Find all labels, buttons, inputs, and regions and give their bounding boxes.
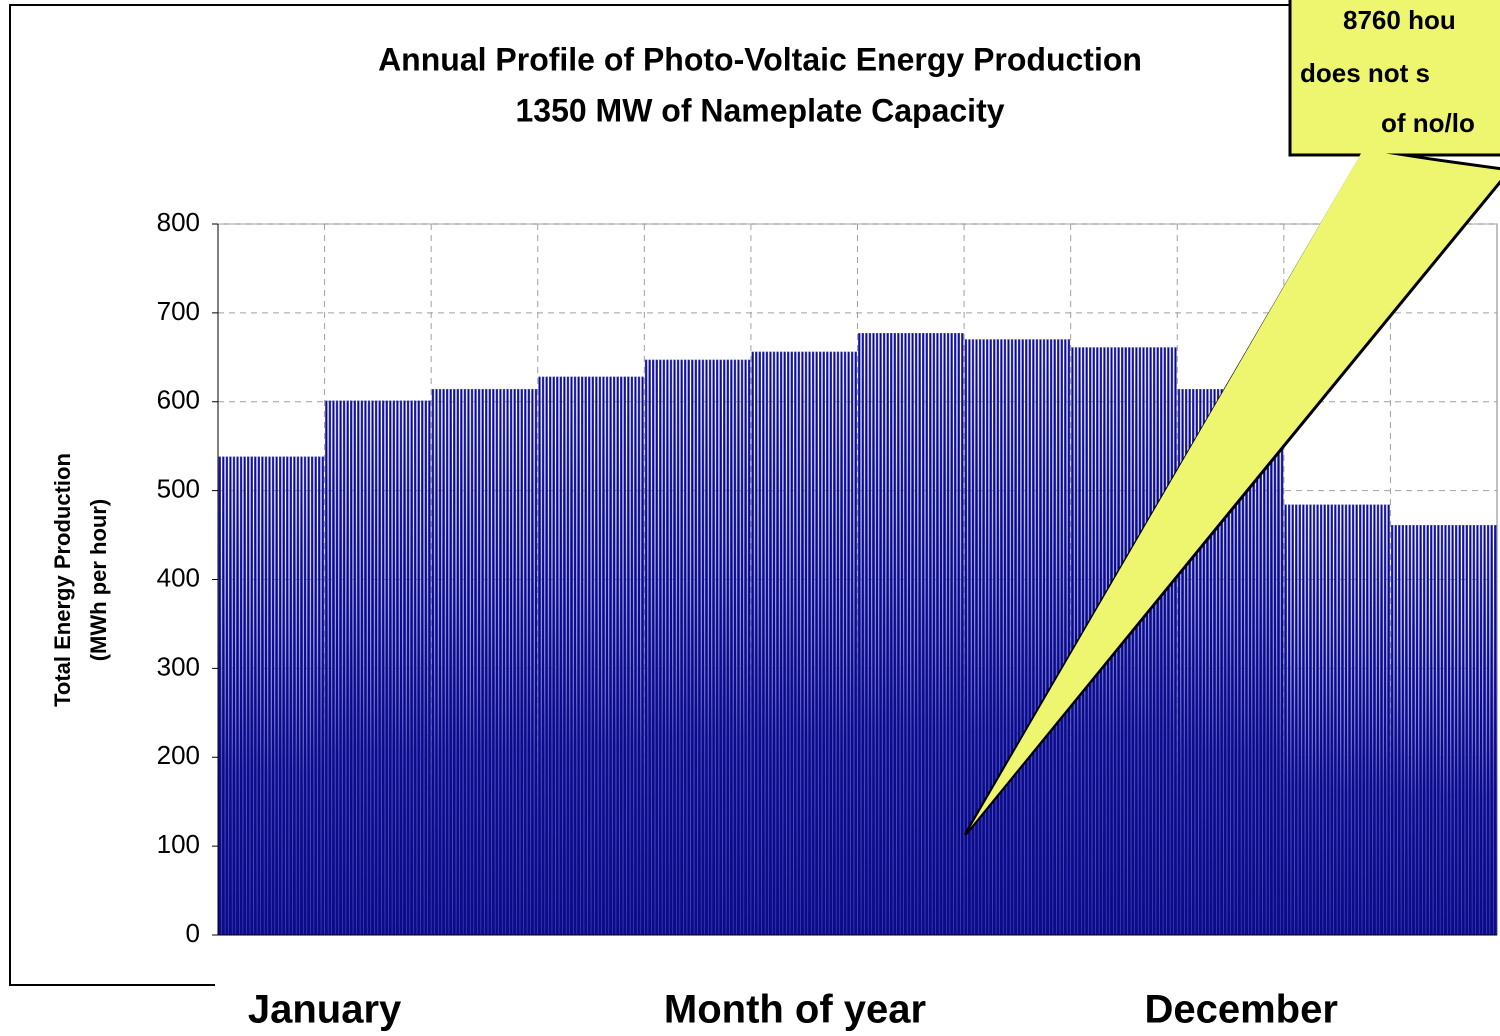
y-axis-title: Total Energy Production (MWh per hour)	[50, 453, 111, 707]
callout: 8760 hou does not s of no/lo	[963, 0, 1500, 836]
monthly-production	[217, 456, 325, 936]
y-tick-label: 500	[157, 474, 200, 504]
x-tick-label: December	[1144, 988, 1337, 1032]
monthly-production	[537, 376, 645, 936]
callout-text: 8760 hou	[1343, 5, 1456, 35]
y-tick-label: 700	[157, 296, 200, 326]
y-tick-label: 100	[157, 829, 200, 859]
x-axis-title: Month of year	[664, 988, 926, 1032]
monthly-production	[857, 333, 965, 936]
monthly-production	[1390, 524, 1498, 936]
chart-title: Annual Profile of Photo-Voltaic Energy P…	[378, 41, 1142, 77]
y-tick-label: 0	[186, 918, 200, 948]
callout-text: does not s	[1300, 58, 1430, 88]
y-tick-label: 800	[157, 207, 200, 237]
y-tick-label: 400	[157, 562, 200, 592]
callout-text: of no/lo	[1381, 108, 1475, 138]
y-tick-label: 200	[157, 740, 200, 770]
monthly-production	[430, 389, 539, 936]
monthly-production	[644, 359, 752, 936]
monthly-production	[1283, 504, 1391, 936]
y-tick-label: 600	[157, 385, 200, 415]
y-axis-title-line: (MWh per hour)	[86, 499, 111, 662]
monthly-production	[324, 400, 432, 936]
monthly-production	[963, 339, 1071, 936]
callout-joint	[970, 150, 1500, 828]
monthly-production	[750, 351, 858, 936]
callout-box	[1288, 0, 1500, 157]
x-tick-label: January	[248, 988, 402, 1032]
y-tick-label: 300	[157, 651, 200, 681]
chart-frame	[9, 4, 1500, 986]
y-axis-title-line: Total Energy Production	[50, 453, 75, 707]
chart-subtitle: 1350 MW of Nameplate Capacity	[515, 92, 1004, 128]
